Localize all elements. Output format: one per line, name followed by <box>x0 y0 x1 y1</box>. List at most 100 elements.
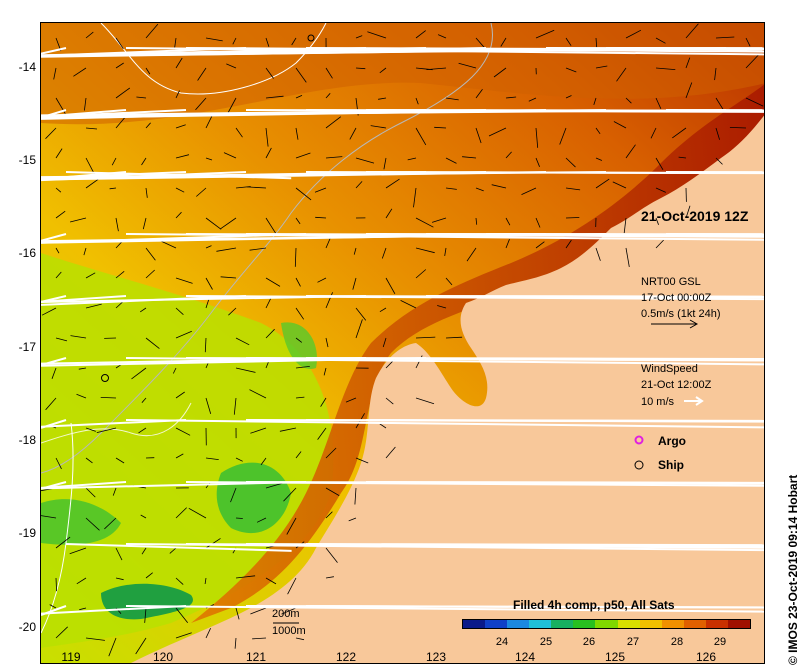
wind-arrow <box>41 233 67 242</box>
wind-arrow <box>41 47 427 57</box>
current-arrow <box>521 187 537 195</box>
colorbar-segment <box>661 620 684 628</box>
current-arrow <box>565 187 581 191</box>
current-arrow <box>246 186 267 189</box>
colorbar-segment <box>595 620 618 628</box>
current-legend-scale: 0.5m/s (1kt 24h) <box>641 308 721 320</box>
current-arrow <box>205 37 223 42</box>
current-arrow <box>249 247 267 251</box>
current-arrow <box>205 628 211 639</box>
current-arrow <box>595 127 601 135</box>
current-arrow <box>249 389 267 399</box>
current-arrow <box>109 187 117 190</box>
current-arrow <box>565 157 576 168</box>
current-arrow <box>445 97 459 101</box>
current-arrow <box>41 515 57 519</box>
current-arrow <box>85 303 102 309</box>
wind-arrow <box>305 605 764 609</box>
current-arrow <box>144 607 147 623</box>
current-arrow <box>104 517 117 530</box>
current-arrow <box>625 97 632 104</box>
current-arrow <box>385 397 394 405</box>
current-arrow <box>233 397 237 415</box>
current-arrow <box>370 125 387 129</box>
current-arrow <box>445 277 453 286</box>
current-arrow <box>234 637 237 649</box>
current-arrow <box>325 487 340 496</box>
current-arrow <box>685 57 691 69</box>
wind-arrow <box>41 233 607 243</box>
current-arrow <box>175 391 185 399</box>
current-arrow <box>685 23 699 39</box>
current-arrow <box>286 517 297 535</box>
current-arrow <box>279 427 297 432</box>
current-arrow <box>295 396 305 399</box>
current-arrow <box>45 127 57 139</box>
current-arrow <box>204 577 207 585</box>
current-arrow <box>488 127 507 137</box>
current-arrow <box>317 427 327 440</box>
current-arrow <box>355 319 363 339</box>
current-arrow <box>115 270 125 279</box>
current-arrow <box>715 36 735 39</box>
current-arrow <box>295 187 312 201</box>
current-arrow <box>678 156 687 159</box>
y-tick-label: -18 <box>18 433 36 447</box>
wind-arrow <box>41 357 367 365</box>
wind-arrow <box>41 357 427 367</box>
green-patch-south <box>101 583 193 620</box>
current-arrow <box>355 181 363 189</box>
current-arrow <box>385 208 393 219</box>
current-arrow <box>445 187 457 190</box>
current-arrow <box>115 547 123 561</box>
current-arrow <box>96 427 117 433</box>
colorbar-segment <box>463 620 486 628</box>
current-arrow <box>197 67 207 81</box>
current-arrow <box>85 427 96 432</box>
current-arrow <box>55 187 62 193</box>
current-arrow <box>295 127 299 140</box>
current-arrow <box>355 35 363 39</box>
sst-map <box>40 22 765 664</box>
current-arrow <box>613 121 627 129</box>
vector-arrows <box>41 23 764 657</box>
current-arrow <box>69 547 87 555</box>
current-arrow <box>378 97 387 100</box>
current-arrow <box>85 517 100 531</box>
current-arrow <box>265 147 272 159</box>
current-arrow <box>252 637 267 640</box>
y-tick-label: -14 <box>18 60 36 74</box>
contour-200m-label: 200m <box>272 608 300 620</box>
current-arrow <box>145 23 159 39</box>
current-arrow <box>355 457 369 464</box>
y-tick-label: -16 <box>18 246 36 260</box>
current-legend-title: NRT00 GSL <box>641 276 701 288</box>
current-arrow <box>85 178 100 189</box>
current-arrow <box>565 95 572 99</box>
x-tick-label: 119 <box>61 650 81 664</box>
current-arrow <box>325 511 333 519</box>
current-arrow <box>415 269 427 279</box>
current-arrow <box>136 96 147 99</box>
current-arrow <box>672 127 687 139</box>
current-arrow <box>175 277 193 284</box>
wind-arrow <box>65 543 292 552</box>
current-arrow <box>145 67 151 75</box>
current-arrow <box>623 217 627 234</box>
current-arrow <box>295 637 305 641</box>
current-arrow <box>131 367 147 380</box>
current-arrow <box>535 217 541 228</box>
current-arrow <box>325 67 333 79</box>
colorbar-segment <box>639 620 662 628</box>
current-arrow <box>367 31 387 39</box>
current-arrow <box>85 457 93 464</box>
current-arrow <box>205 245 212 249</box>
ship-marker <box>101 374 109 382</box>
current-arrow <box>250 607 267 615</box>
current-arrow <box>235 127 243 138</box>
current-arrow <box>559 127 567 145</box>
current-arrow <box>223 152 237 159</box>
current-arrow <box>55 247 60 254</box>
current-arrow <box>325 292 333 309</box>
current-arrow <box>169 547 177 554</box>
